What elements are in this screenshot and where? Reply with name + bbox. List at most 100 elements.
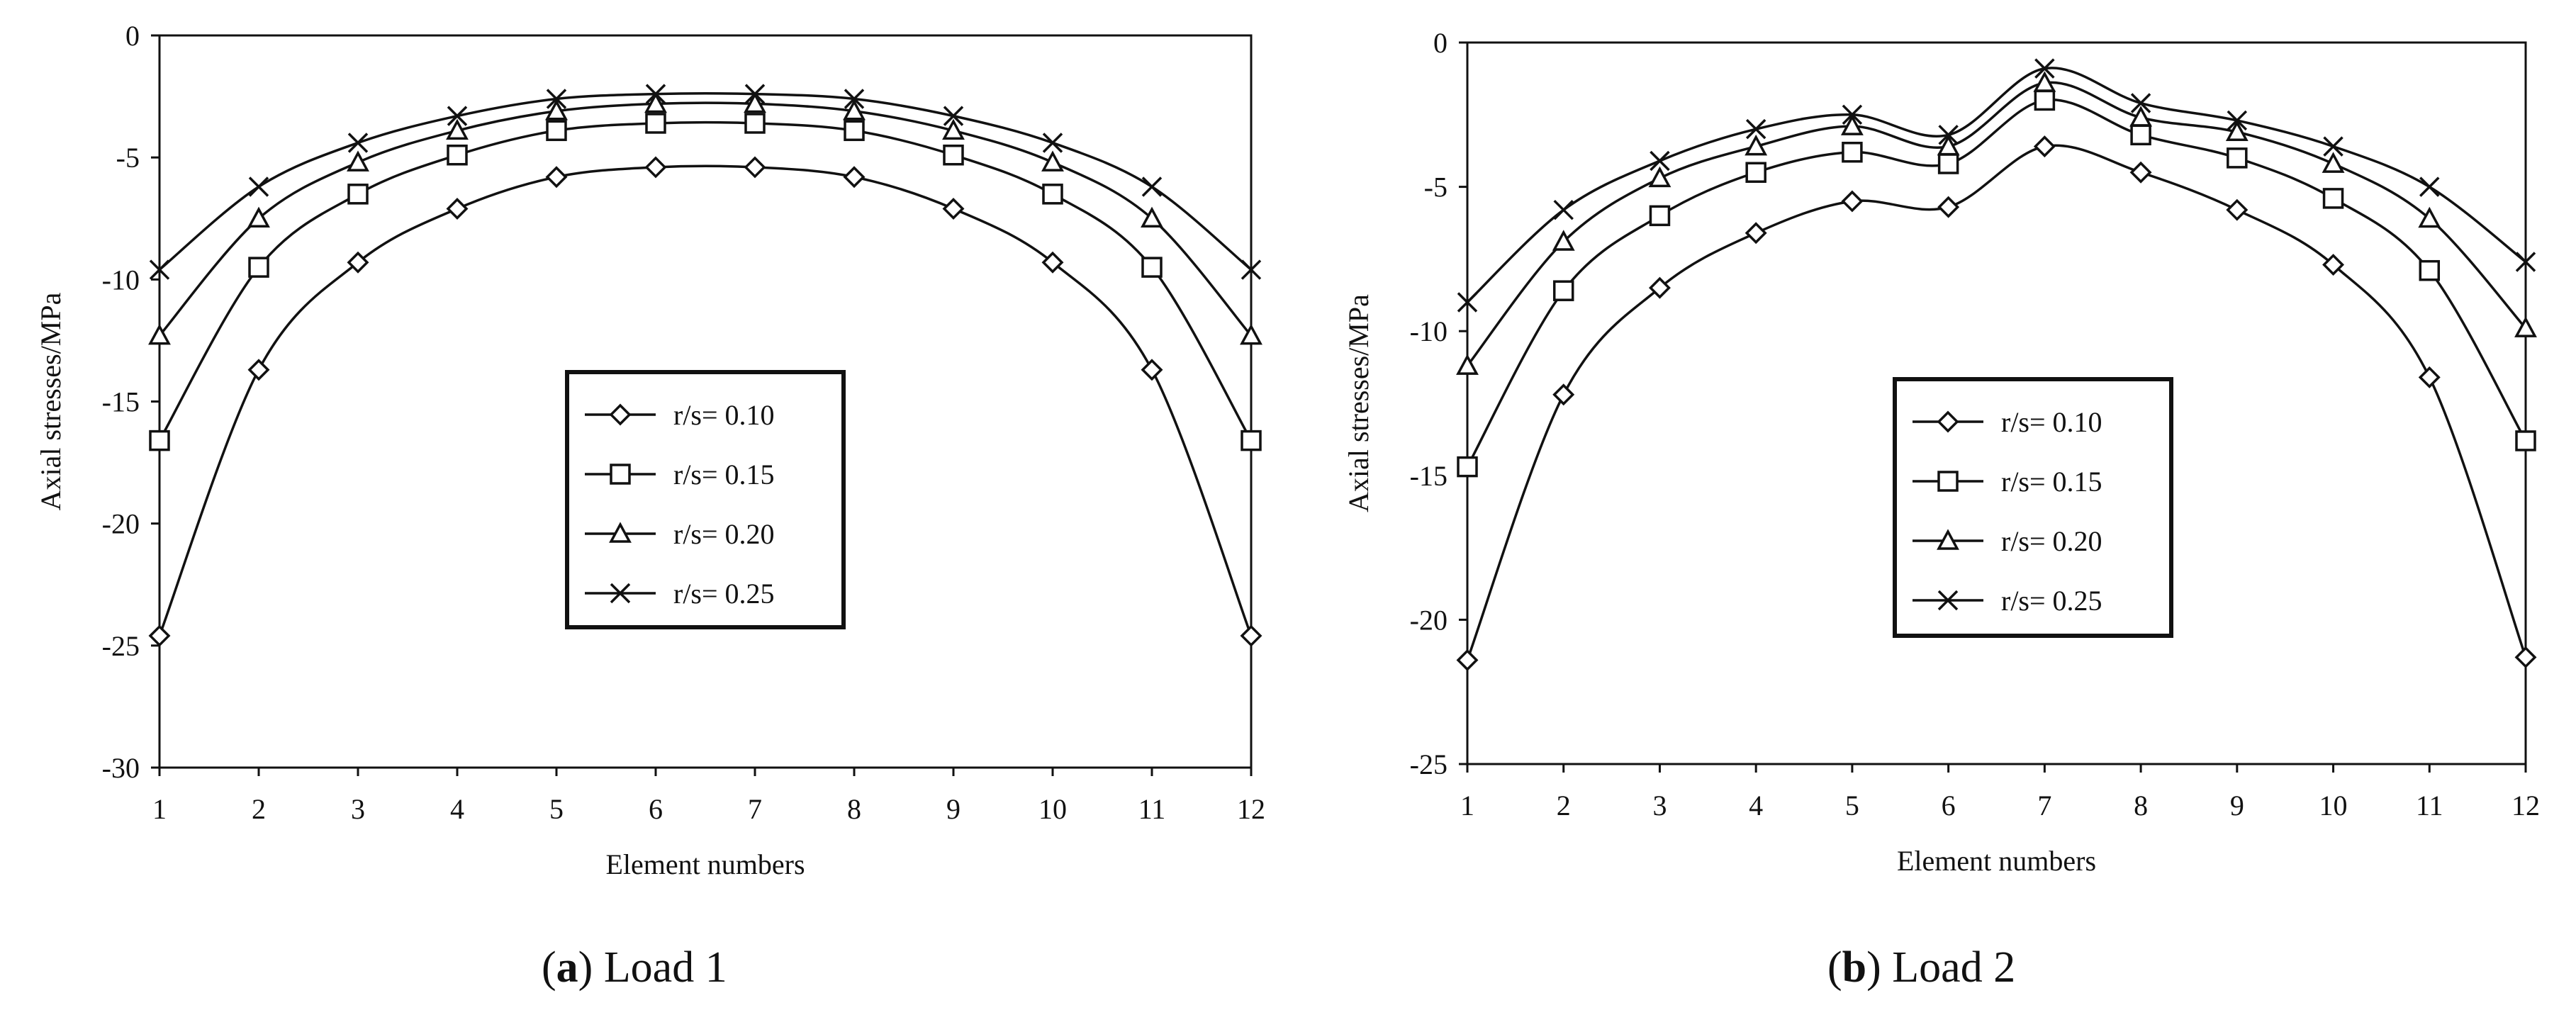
legend-label: r/s= 0.20 — [2001, 525, 2102, 557]
data-point — [1241, 259, 1262, 280]
y-tick-label: -5 — [116, 142, 140, 174]
data-point — [843, 166, 866, 189]
series-line — [1466, 98, 2527, 468]
data-point — [1042, 133, 1063, 153]
x-tick-label: 4 — [1749, 790, 1763, 821]
y-tick-label: -5 — [1424, 172, 1447, 203]
data-point — [347, 150, 369, 172]
data-point — [1552, 230, 1575, 251]
data-point — [645, 113, 666, 134]
legend-marker — [1937, 529, 1959, 550]
caption-b-letter: b — [1842, 943, 1867, 992]
series-0 — [148, 156, 1262, 647]
data-point — [149, 259, 170, 280]
data-point — [1141, 257, 1163, 278]
data-point — [1937, 134, 1960, 156]
data-point — [1648, 276, 1671, 299]
series-3 — [149, 84, 1262, 280]
y-axis-title: Axial stresses/MPa — [1343, 294, 1374, 512]
data-point — [2227, 147, 2248, 169]
x-tick-label: 8 — [847, 793, 861, 825]
data-point — [744, 156, 766, 179]
data-point — [744, 113, 766, 134]
data-point — [1842, 141, 1863, 163]
data-point — [1041, 251, 1064, 274]
data-point — [148, 624, 171, 647]
data-point — [2514, 646, 2537, 668]
legend-label: r/s= 0.15 — [673, 459, 775, 490]
data-point — [645, 84, 666, 104]
x-tick-label: 3 — [351, 793, 365, 825]
data-point — [1240, 323, 1262, 345]
data-point — [2225, 120, 2249, 142]
y-tick-label: -20 — [1410, 604, 1447, 636]
series-0 — [1456, 135, 2537, 671]
data-point — [844, 89, 865, 109]
data-point — [1042, 184, 1063, 205]
data-point — [844, 120, 865, 142]
data-point — [1842, 104, 1863, 125]
data-point — [644, 91, 667, 113]
data-point — [1141, 176, 1163, 197]
data-point — [2227, 110, 2248, 131]
y-tick-label: -30 — [102, 752, 140, 784]
data-point — [149, 430, 170, 451]
series-line — [158, 92, 1253, 271]
data-point — [1745, 162, 1766, 183]
data-point — [1552, 280, 1574, 301]
data-point — [1553, 199, 1574, 220]
data-point — [1241, 430, 1262, 451]
x-axis-title: Element numbers — [1897, 845, 2096, 877]
x-tick-label: 10 — [1038, 793, 1067, 825]
data-point — [545, 166, 568, 189]
y-tick-label: -20 — [102, 508, 140, 540]
series-line — [158, 101, 1253, 337]
data-point — [2418, 366, 2441, 388]
x-tick-label: 3 — [1652, 790, 1667, 821]
series-2 — [1456, 71, 2537, 375]
data-point — [2129, 161, 2152, 184]
data-point — [2322, 188, 2344, 209]
x-tick-label: 2 — [252, 793, 266, 825]
x-tick-label: 11 — [2416, 790, 2443, 821]
series-line — [158, 120, 1253, 442]
legend-label: r/s= 0.25 — [2001, 585, 2102, 617]
data-point — [942, 118, 965, 140]
data-point — [1648, 166, 1671, 188]
data-point — [1938, 125, 1959, 145]
legend-marker — [609, 522, 632, 543]
x-tick-label: 4 — [450, 793, 464, 825]
data-point — [2515, 252, 2536, 272]
data-point — [1937, 196, 1960, 218]
data-point — [2226, 198, 2249, 221]
legend-label: r/s= 0.20 — [673, 518, 775, 550]
data-point — [247, 359, 270, 381]
data-point — [545, 99, 568, 120]
x-tick-label: 7 — [2037, 790, 2051, 821]
caption-a-text: Load 1 — [603, 943, 727, 992]
series-line — [158, 164, 1253, 636]
series-2 — [148, 91, 1262, 345]
legend-marker — [1937, 410, 1959, 433]
data-point — [248, 176, 269, 197]
x-tick-label: 9 — [2230, 790, 2244, 821]
data-point — [1456, 649, 1479, 671]
x-tick-label: 11 — [1138, 793, 1166, 825]
data-point — [1937, 153, 1959, 174]
y-tick-label: 0 — [1433, 27, 1447, 59]
caption-b: (b) Load 2 — [1827, 943, 2016, 992]
data-point — [644, 156, 667, 179]
series-line — [1466, 67, 2527, 303]
y-tick-label: -10 — [102, 264, 140, 296]
data-point — [247, 206, 270, 228]
data-point — [943, 144, 964, 166]
data-point — [843, 99, 866, 120]
data-point — [2033, 71, 2056, 92]
y-tick-label: -15 — [1410, 460, 1447, 492]
x-tick-label: 6 — [649, 793, 663, 825]
series-line — [1466, 81, 2527, 367]
caption-a: (a) Load 1 — [542, 943, 727, 992]
x-tick-label: 5 — [1845, 790, 1859, 821]
